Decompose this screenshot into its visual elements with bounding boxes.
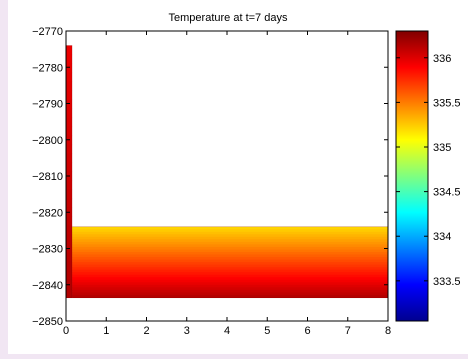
horizontal-layer-band [72, 267, 388, 271]
vertical-column-band [66, 153, 73, 164]
y-tick-label: −2830 [32, 244, 63, 256]
colorbar-tick-label: 334.5 [433, 187, 461, 199]
vertical-column-band [66, 225, 73, 236]
horizontal-layer-band [72, 257, 388, 261]
colorbar-tick-label: 335 [433, 142, 451, 154]
vertical-column-band [66, 288, 73, 299]
horizontal-layer-band [72, 244, 388, 248]
horizontal-layer-band [72, 246, 388, 251]
x-tick-label: 6 [304, 325, 310, 337]
horizontal-layer-band [72, 254, 388, 258]
horizontal-layer-band [72, 241, 388, 246]
y-tick-label: −2770 [32, 26, 63, 38]
vertical-column-band [66, 72, 73, 83]
y-tick-label: −2850 [32, 316, 63, 328]
colorbar: 333.5 334 334.5 335 335.5 336 [395, 30, 461, 322]
vertical-column-band [66, 45, 73, 56]
horizontal-layer-band [72, 249, 388, 253]
y-tick-label: −2820 [32, 207, 63, 219]
x-tick-label: 5 [264, 325, 270, 337]
horizontal-layer-band [72, 259, 388, 263]
colorbar-tick-label: 335.5 [433, 97, 461, 109]
vertical-column-band [66, 90, 73, 101]
horizontal-layer-band [72, 226, 388, 230]
y-tick-label: −2810 [32, 171, 63, 183]
horizontal-layer-band [72, 294, 388, 299]
horizontal-layer-band [72, 287, 388, 291]
y-tick-label: −2840 [32, 280, 63, 292]
y-tick-label: −2790 [32, 99, 63, 111]
vertical-column-band [66, 261, 73, 272]
plot-area: 0 1 2 3 4 5 6 7 8 −2770 −2780 −2790 −2800 −2810 −2820… [32, 26, 391, 337]
horizontal-layer-band [72, 292, 388, 296]
horizontal-layer-band [72, 239, 388, 243]
y-tick-label: −2800 [32, 135, 63, 147]
horizontal-layer [71, 226, 389, 299]
colorbar-tick-label: 334 [433, 231, 451, 243]
horizontal-layer-band [72, 264, 388, 268]
vertical-column-band [66, 162, 73, 173]
y-axis: −2770 −2780 −2790 −2800 −2810 −2820 −2830 −2840… [32, 26, 388, 328]
x-tick-label: 3 [184, 325, 190, 337]
vertical-column-band [66, 198, 73, 209]
vertical-column-band [66, 144, 73, 155]
x-tick-label: 4 [224, 325, 230, 337]
chart-title: Temperature at t=7 days [169, 12, 288, 24]
horizontal-layer-band [72, 284, 388, 288]
vertical-column-band [66, 270, 73, 281]
horizontal-layer-band [72, 234, 388, 238]
horizontal-layer-band [72, 274, 388, 278]
vertical-column-band [66, 63, 73, 74]
vertical-column-band [66, 117, 73, 128]
vertical-column-band [66, 234, 73, 245]
vertical-column-band [66, 81, 73, 92]
horizontal-layer-band [72, 251, 388, 256]
x-axis: 0 1 2 3 4 5 6 7 8 [63, 31, 391, 337]
vertical-column-band [66, 279, 73, 290]
x-tick-label: 8 [385, 325, 391, 337]
vertical-column-band [66, 126, 73, 137]
vertical-column-band [66, 189, 73, 200]
x-tick-label: 0 [63, 325, 69, 337]
horizontal-layer-band [72, 269, 388, 273]
colorbar-tick-label: 333.5 [433, 276, 461, 288]
colorbar-tick-label: 336 [433, 53, 451, 65]
horizontal-layer-band [72, 236, 388, 240]
vertical-column-band [66, 54, 73, 65]
horizontal-layer-band [72, 282, 388, 286]
vertical-column-band [66, 216, 73, 227]
x-tick-label: 2 [143, 325, 149, 337]
horizontal-layer-band [72, 279, 388, 283]
vertical-column-band [66, 180, 73, 191]
horizontal-layer-band [72, 277, 388, 281]
horizontal-layer-band [72, 272, 388, 276]
vertical-column-band [66, 99, 73, 110]
vertical-column-band [66, 252, 73, 263]
x-tick-label: 1 [103, 325, 109, 337]
horizontal-layer-band [72, 229, 388, 233]
horizontal-layer-band [72, 289, 388, 293]
y-tick-label: −2780 [32, 62, 63, 74]
vertical-column [65, 45, 73, 299]
horizontal-layer-band [72, 262, 388, 266]
colorbar-gradient [395, 30, 429, 322]
x-tick-label: 7 [345, 325, 351, 337]
vertical-column-band [66, 108, 73, 119]
colorbar-ticks: 333.5 334 334.5 335 335.5 336 [396, 53, 461, 288]
horizontal-layer-band [72, 231, 388, 235]
vertical-column-band [66, 135, 73, 146]
